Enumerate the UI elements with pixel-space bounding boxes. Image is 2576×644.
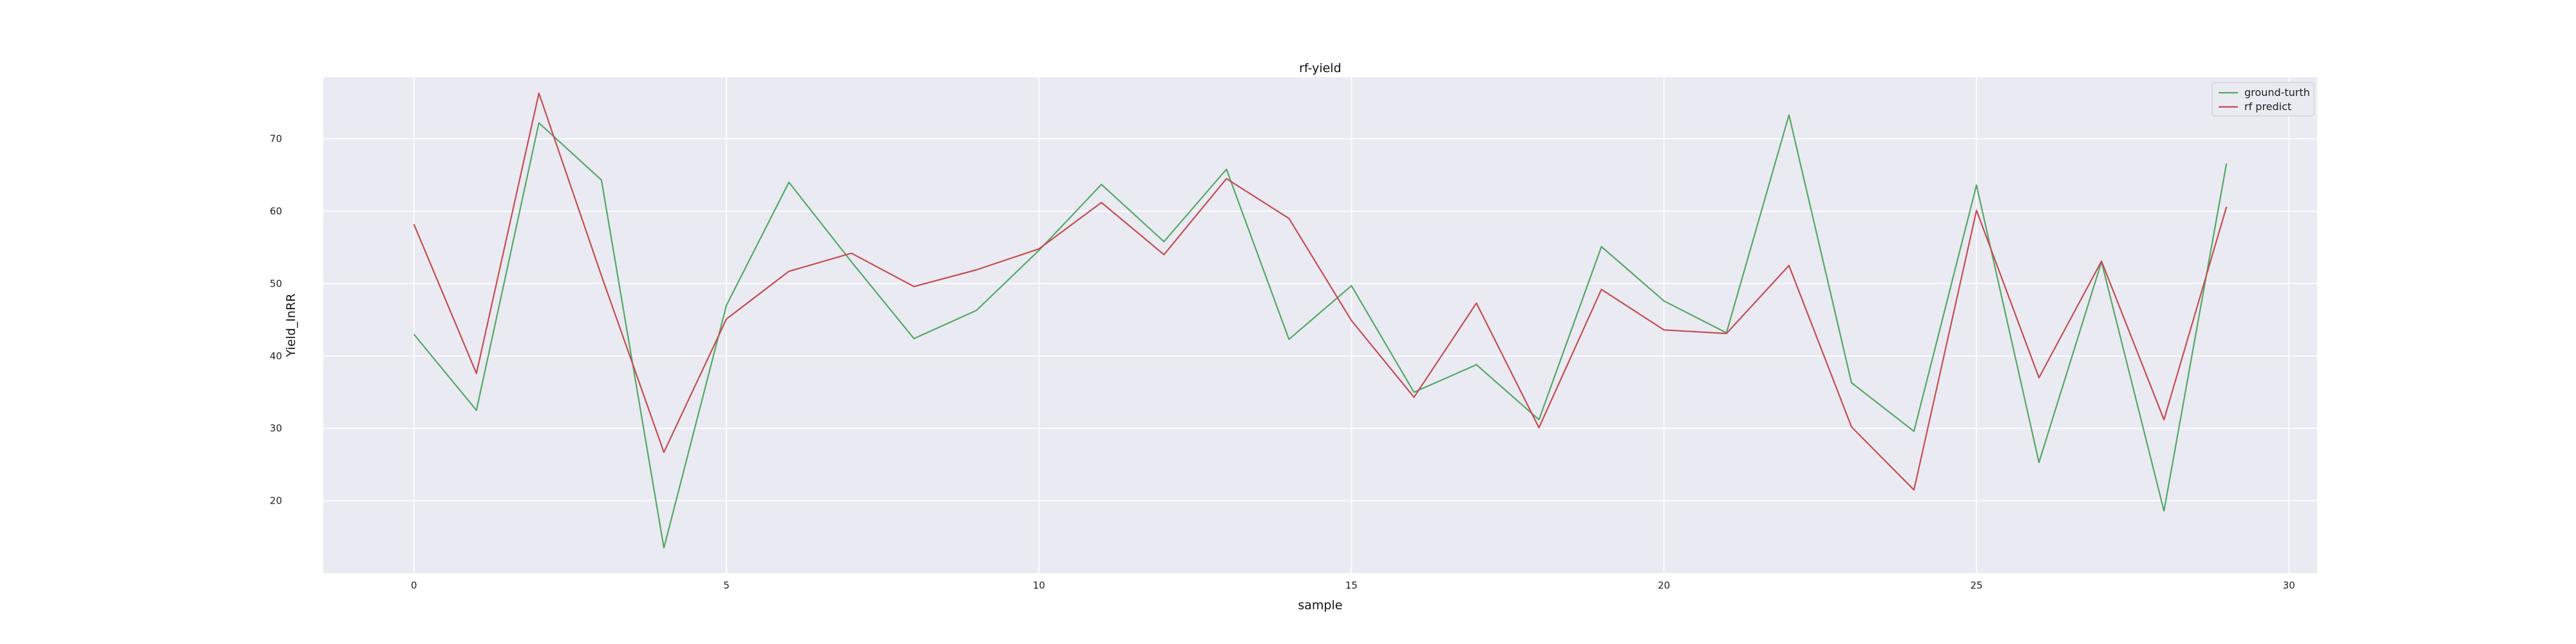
legend-label-ground-truth: ground-turth [2244,86,2310,99]
x-tick-label: 15 [1345,580,1358,591]
grid-lines [323,77,2317,573]
x-tick-label: 20 [1658,580,1670,591]
x-tick-label: 25 [1971,580,1983,591]
series-line-rf-predict [413,92,2228,491]
x-tick-label: 5 [723,580,730,591]
x-tick-label: 10 [1033,580,1045,591]
y-tick-label: 40 [270,350,282,362]
x-tick-label: 30 [2283,580,2295,591]
y-tick-label: 60 [270,205,282,217]
plot-area [323,77,2317,573]
y-tick-label: 30 [270,422,282,434]
y-tick-label: 20 [270,495,282,507]
y-tick-label: 70 [270,133,282,145]
series-lines [413,92,2228,549]
y-axis-label: Yield_InRR [284,294,298,358]
chart-title: rf-yield [1299,61,1341,75]
legend-label-rf-predict: rf predict [2244,100,2291,113]
x-tick-label: 0 [411,580,417,591]
tick-labels: 0 5 10 15 20 25 30 20 30 40 50 60 70 [270,133,2295,591]
y-tick-label: 50 [270,278,282,289]
series-line-ground-truth [413,114,2228,549]
x-axis-label: sample [1298,598,1342,612]
legend: ground-turth rf predict [2211,82,2315,117]
